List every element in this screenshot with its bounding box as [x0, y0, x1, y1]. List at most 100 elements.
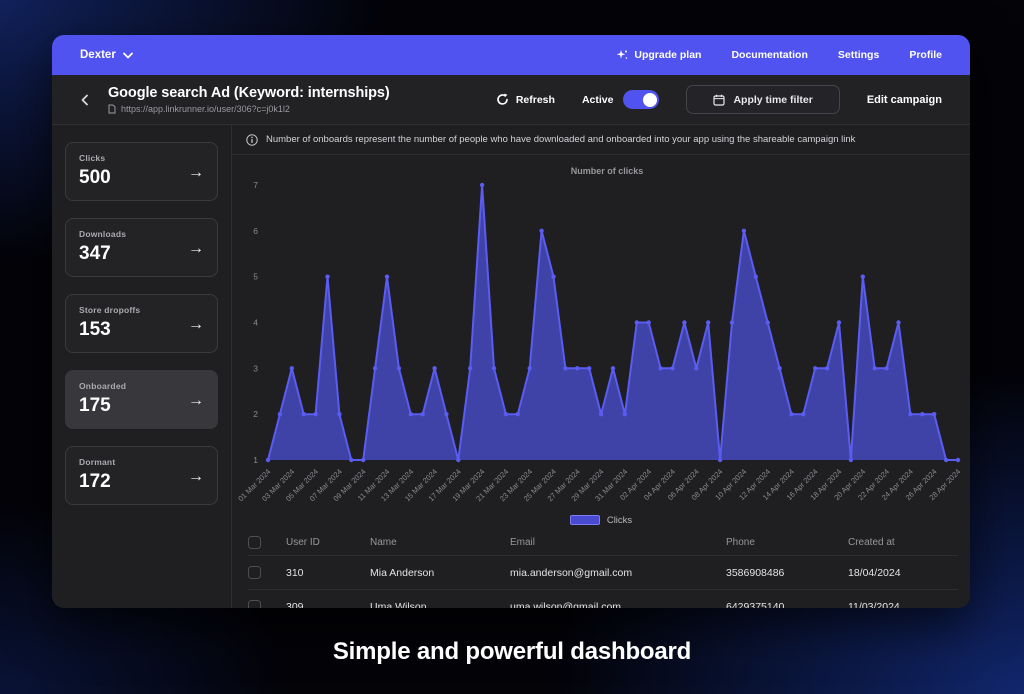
nav-label: Documentation [731, 49, 808, 61]
data-point [908, 412, 913, 417]
header-actions: Refresh Active Apply time filter Edit ca… [496, 85, 942, 114]
data-point [943, 457, 949, 463]
table-row[interactable]: 309 Uma Wilson uma.wilson@gmail.com 6429… [248, 590, 958, 608]
col-name: Name [370, 537, 397, 548]
data-point [301, 412, 306, 417]
data-point [313, 412, 318, 417]
arrow-right-icon: → [188, 163, 204, 181]
data-point [741, 228, 747, 233]
nav-settings[interactable]: Settings [838, 49, 879, 61]
data-point [349, 457, 354, 463]
y-tick-label: 3 [253, 363, 258, 373]
data-point [408, 412, 413, 417]
metric-card-clicks[interactable]: Clicks 500 → [65, 142, 218, 201]
refresh-label: Refresh [515, 93, 555, 106]
chart-title: Number of clicks [571, 166, 644, 176]
campaign-url: https://app.linkrunner.io/user/306?c=j0k… [121, 104, 290, 114]
metric-label: Dormant [79, 457, 116, 467]
content: Clicks 500 → Downloads 347 → Store dropo… [52, 125, 970, 608]
data-point [527, 366, 532, 371]
workspace-switcher[interactable]: Dexter [80, 49, 133, 61]
data-point [920, 412, 925, 417]
data-point [479, 182, 485, 188]
data-point [396, 366, 402, 371]
data-point [420, 412, 425, 417]
metric-label: Clicks [79, 153, 106, 163]
data-point [694, 366, 699, 371]
data-point [872, 366, 877, 371]
sparkle-icon [616, 49, 628, 61]
top-nav: Upgrade plan Documentation Settings Prof… [616, 49, 942, 61]
topbar: Dexter Upgrade plan Documentation Settin… [52, 35, 970, 75]
table-row[interactable]: 310 Mia Anderson mia.anderson@gmail.com … [248, 556, 958, 590]
calendar-icon [713, 94, 726, 106]
metric-card-store-dropoffs[interactable]: Store dropoffs 153 → [65, 294, 218, 353]
metric-card-onboarded[interactable]: Onboarded 175 → [65, 370, 218, 429]
col-phone: Phone [726, 537, 755, 548]
data-point [491, 366, 497, 371]
data-point [384, 274, 390, 279]
nav-label: Upgrade plan [634, 49, 702, 61]
data-point [277, 412, 283, 417]
y-tick-label: 1 [253, 455, 258, 465]
data-point [836, 320, 842, 325]
nav-documentation[interactable]: Documentation [731, 49, 807, 61]
table-header-row: User ID Name Email Phone Created at [248, 530, 958, 556]
data-point [801, 412, 806, 417]
nav-profile[interactable]: Profile [909, 49, 942, 61]
select-all-checkbox[interactable] [248, 536, 261, 549]
data-point [456, 457, 461, 463]
nav-upgrade-plan[interactable]: Upgrade plan [616, 49, 701, 61]
row-checkbox[interactable] [248, 600, 261, 608]
data-point [575, 366, 580, 371]
data-point [372, 366, 378, 371]
cell-email: mia.anderson@gmail.com [510, 566, 633, 579]
y-tick-label: 7 [253, 180, 258, 190]
y-tick-label: 6 [253, 226, 258, 236]
workspace-name: Dexter [80, 49, 116, 61]
metric-value: 175 [79, 395, 111, 416]
row-checkbox[interactable] [248, 566, 261, 579]
data-point [634, 320, 639, 325]
y-tick-label: 5 [253, 272, 258, 282]
y-tick-label: 4 [253, 318, 258, 328]
data-point [955, 457, 961, 463]
active-label: Active [581, 93, 614, 106]
nav-label: Settings [837, 49, 880, 61]
cell-email: uma.wilson@gmail.com [510, 600, 622, 609]
cell-name: Mia Anderson [370, 566, 435, 579]
chart-legend: Clicks [232, 510, 970, 530]
page-title: Google search Ad (Keyword: internships) [108, 85, 390, 101]
refresh-icon [496, 93, 509, 106]
data-point [860, 274, 865, 279]
metric-card-dormant[interactable]: Dormant 172 → [65, 446, 218, 505]
metric-value: 347 [79, 243, 111, 264]
data-point [753, 274, 758, 279]
data-point [717, 457, 723, 463]
campaign-title-block: Google search Ad (Keyword: internships) … [108, 85, 390, 114]
data-point [682, 320, 687, 325]
data-point [265, 457, 271, 463]
data-point [610, 366, 616, 371]
cell-created-at: 18/04/2024 [848, 566, 901, 579]
apply-time-filter-label: Apply time filter [733, 93, 813, 106]
area-fill [268, 185, 958, 460]
data-point [598, 412, 604, 417]
data-point [848, 457, 854, 463]
data-point [551, 274, 556, 279]
campaign-url-row[interactable]: https://app.linkrunner.io/user/306?c=j0k… [108, 104, 390, 114]
data-point [289, 366, 294, 371]
data-point [765, 320, 770, 325]
arrow-right-icon: → [188, 391, 204, 409]
refresh-button[interactable]: Refresh [496, 93, 555, 106]
edit-campaign-button[interactable]: Edit campaign [866, 93, 942, 106]
data-point [539, 228, 544, 233]
apply-time-filter-button[interactable]: Apply time filter [686, 85, 840, 114]
active-toggle[interactable] [623, 90, 660, 109]
back-button[interactable] [80, 94, 98, 106]
col-email: Email [510, 537, 536, 548]
metric-card-downloads[interactable]: Downloads 347 → [65, 218, 218, 277]
data-point [563, 366, 568, 371]
arrow-right-icon: → [188, 315, 204, 333]
